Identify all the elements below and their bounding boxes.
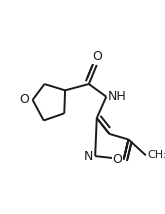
Text: O: O	[19, 93, 29, 106]
Text: N: N	[84, 150, 94, 163]
Text: O: O	[92, 50, 102, 63]
Text: NH: NH	[108, 90, 127, 103]
Text: CH₃: CH₃	[148, 150, 165, 160]
Text: O: O	[112, 153, 122, 166]
